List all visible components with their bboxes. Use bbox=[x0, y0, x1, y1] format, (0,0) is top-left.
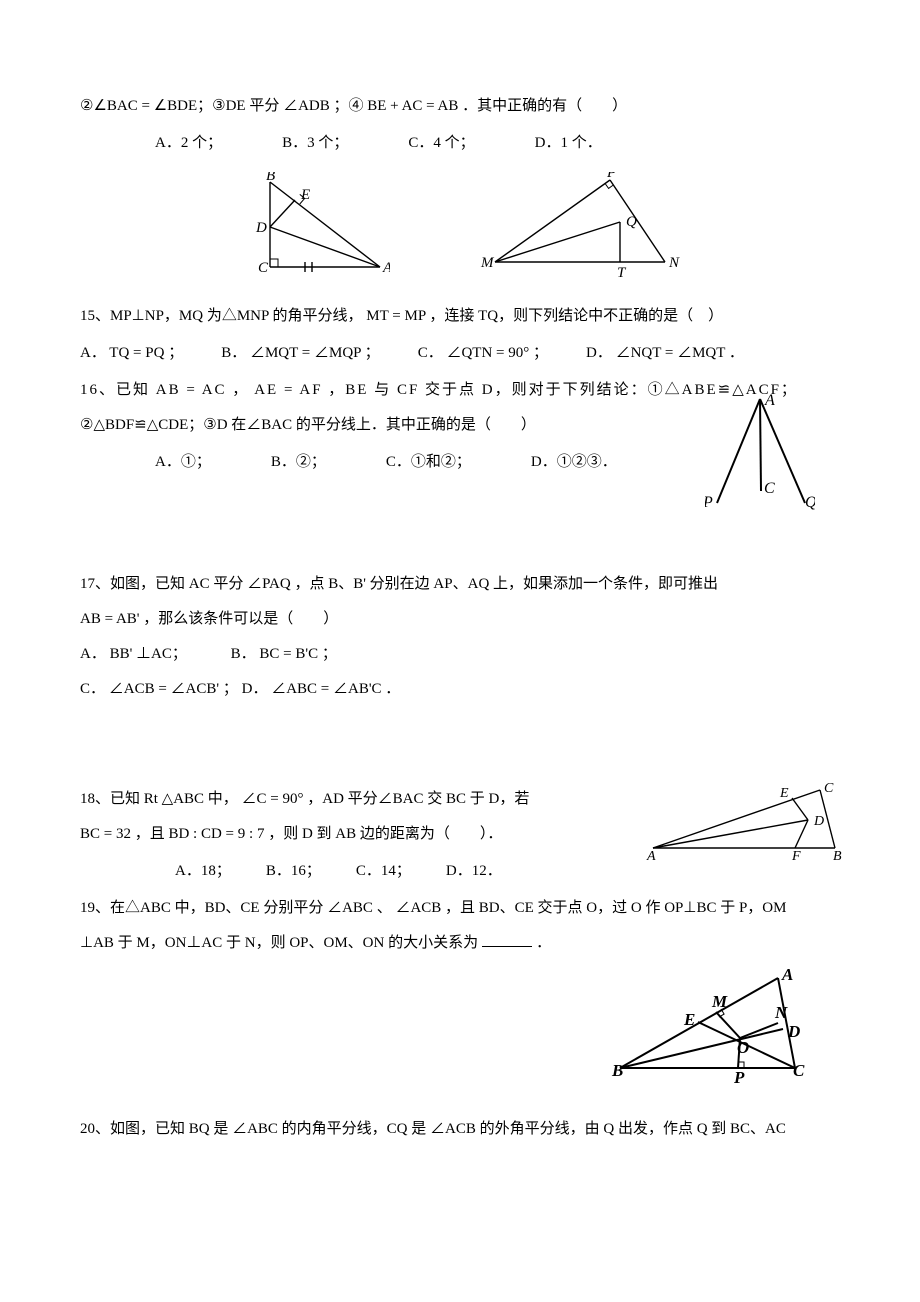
q17-opt-a: A． BB' ⊥AC； bbox=[80, 646, 187, 662]
q18-opt-b: B．16； bbox=[266, 855, 321, 888]
q17-opt-d: D． ∠ABC = ∠AB'C ． bbox=[242, 681, 401, 697]
q14-opt-c: C．4 个； bbox=[408, 127, 474, 160]
svg-text:N: N bbox=[774, 1003, 788, 1022]
svg-text:N: N bbox=[668, 255, 680, 271]
svg-text:B: B bbox=[611, 1061, 623, 1080]
q15-opt-a: A． TQ = PQ ； bbox=[80, 337, 183, 370]
svg-text:E: E bbox=[300, 187, 310, 203]
figures-14-15: B C A D E M N T Q P bbox=[80, 172, 840, 282]
svg-text:P: P bbox=[705, 494, 713, 511]
q16-opt-a: A．①； bbox=[155, 446, 211, 479]
svg-text:D: D bbox=[787, 1022, 800, 1041]
q14-opt-a: A．2 个； bbox=[155, 127, 222, 160]
svg-text:P: P bbox=[733, 1068, 745, 1083]
q19-line2: ⊥AB 于 M，ON⊥AC 于 N，则 OP、OM、ON 的大小关系为 ． bbox=[80, 927, 840, 960]
q19-blank bbox=[482, 946, 532, 947]
q19-line1: 19、在△ABC 中，BD、CE 分别平分 ∠ABC 、 ∠ACB ，且 BD、… bbox=[80, 892, 840, 925]
svg-text:F: F bbox=[791, 849, 801, 860]
svg-text:C: C bbox=[793, 1061, 805, 1080]
q17-options-ab: A． BB' ⊥AC； B． BC = B'C ； bbox=[80, 638, 840, 671]
q15-opt-c: C． ∠QTN = 90° ； bbox=[418, 337, 548, 370]
q18-opt-c: C．14； bbox=[356, 855, 411, 888]
svg-text:O: O bbox=[737, 1038, 749, 1057]
q15-opt-b: B． ∠MQT = ∠MQP ； bbox=[221, 337, 379, 370]
svg-text:A: A bbox=[646, 849, 656, 860]
q18-opt-a: A．18； bbox=[175, 855, 231, 888]
svg-text:A: A bbox=[382, 260, 390, 276]
svg-text:D: D bbox=[255, 220, 267, 236]
svg-text:T: T bbox=[617, 265, 627, 281]
figure-18-svg: A B C D E F bbox=[645, 780, 845, 860]
figure-17-svg: A P Q C bbox=[705, 391, 815, 516]
figure-14-svg: B C A D E bbox=[240, 172, 390, 282]
svg-text:B: B bbox=[266, 172, 275, 184]
figure-17-container: A P Q C bbox=[705, 391, 815, 529]
figure-19-container: B C A P EM DN O bbox=[80, 968, 840, 1083]
svg-text:E: E bbox=[779, 786, 789, 801]
q14-statement: ②∠BAC = ∠BDE；③DE 平分 ∠ADB ；④ BE + AC = AB… bbox=[80, 90, 840, 123]
figure-18-container: A B C D E F bbox=[645, 780, 845, 873]
svg-text:C: C bbox=[764, 480, 775, 497]
svg-text:M: M bbox=[480, 255, 495, 271]
q18-block: 18、已知 Rt △ABC 中， ∠C = 90° ，AD 平分∠BAC 交 B… bbox=[80, 783, 840, 851]
q19-l2b: ． bbox=[536, 935, 551, 951]
q15-options: A． TQ = PQ ； B． ∠MQT = ∠MQP ； C． ∠QTN = … bbox=[80, 337, 840, 370]
q17-opt-b: B． BC = B'C ； bbox=[231, 646, 337, 662]
figure-15-svg: M N T Q P bbox=[480, 172, 680, 282]
svg-text:Q: Q bbox=[805, 494, 815, 511]
svg-text:P: P bbox=[606, 172, 616, 181]
q19-l2a: ⊥AB 于 M，ON⊥AC 于 N，则 OP、OM、ON 的大小关系为 bbox=[80, 935, 478, 951]
q17-options-cd: C． ∠ACB = ∠ACB' ； D． ∠ABC = ∠AB'C ． bbox=[80, 673, 840, 706]
svg-text:C: C bbox=[258, 260, 269, 276]
q14-expr1: ②∠BAC = ∠BDE bbox=[80, 98, 197, 114]
q20-line1: 20、如图，已知 BQ 是 ∠ABC 的内角平分线，CQ 是 ∠ACB 的外角平… bbox=[80, 1113, 840, 1146]
svg-text:Q: Q bbox=[626, 214, 637, 230]
q14-expr2: ；③DE 平分 ∠ADB ；④ BE + AC = AB ．其中正确的有（ ） bbox=[197, 98, 627, 114]
q16-opt-b: B．②； bbox=[271, 446, 326, 479]
q14-opt-b: B．3 个； bbox=[282, 127, 348, 160]
q17-line2: AB = AB' ，那么该条件可以是（ ） bbox=[80, 603, 840, 636]
svg-text:A: A bbox=[781, 968, 793, 984]
figure-19-svg: B C A P EM DN O bbox=[610, 968, 810, 1083]
q16-opt-c: C．①和②； bbox=[386, 446, 471, 479]
svg-text:A: A bbox=[764, 392, 775, 409]
q16-opt-d: D．①②③． bbox=[531, 446, 617, 479]
q17-opt-c: C． ∠ACB = ∠ACB' ； bbox=[80, 681, 238, 697]
q18-opt-d: D．12． bbox=[446, 855, 502, 888]
svg-text:E: E bbox=[683, 1010, 695, 1029]
svg-text:C: C bbox=[824, 781, 834, 796]
svg-text:B: B bbox=[833, 849, 842, 860]
q14-options: A．2 个； B．3 个； C．4 个； D．1 个． bbox=[155, 127, 840, 160]
q14-opt-d: D．1 个． bbox=[535, 127, 602, 160]
svg-text:D: D bbox=[813, 814, 824, 829]
q15-opt-d: D． ∠NQT = ∠MQT ． bbox=[586, 337, 744, 370]
q15-statement: 15、MP⊥NP，MQ 为△MNP 的角平分线， MT = MP ，连接 TQ，… bbox=[80, 300, 840, 333]
svg-text:M: M bbox=[711, 992, 728, 1011]
q17-line1: 17、如图，已知 AC 平分 ∠PAQ ，点 B、B' 分别在边 AP、AQ 上… bbox=[80, 568, 840, 601]
